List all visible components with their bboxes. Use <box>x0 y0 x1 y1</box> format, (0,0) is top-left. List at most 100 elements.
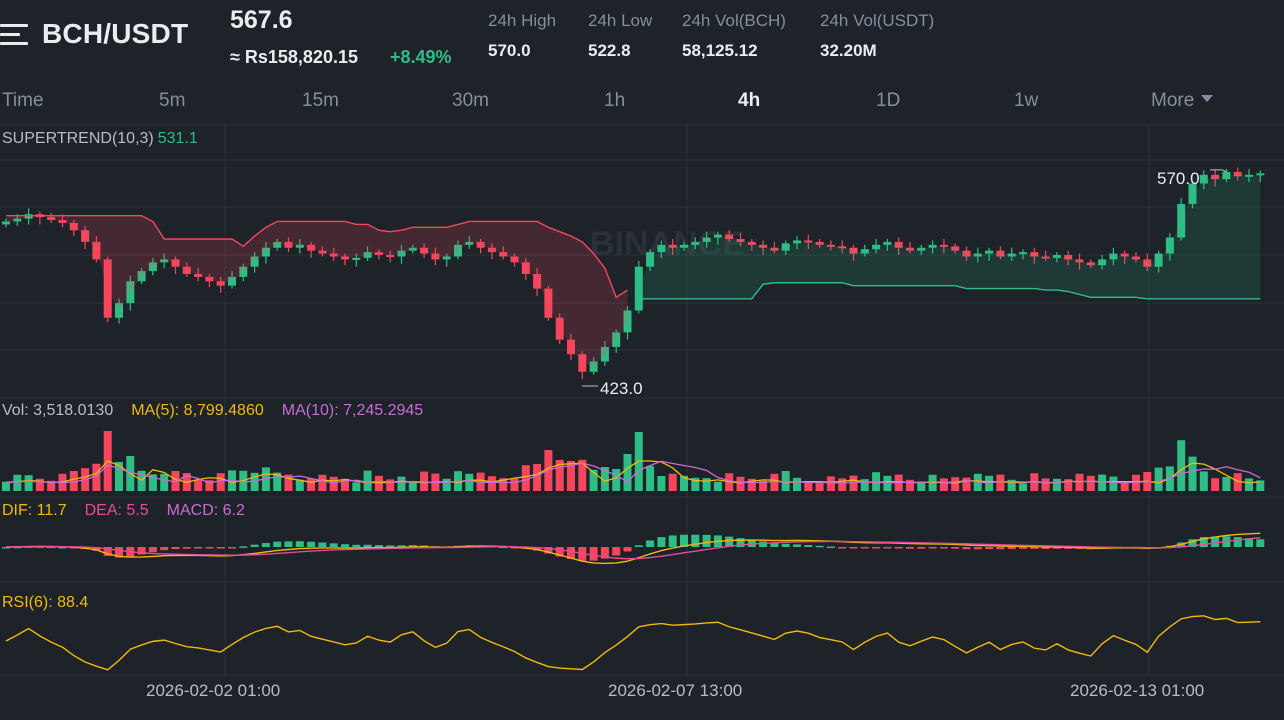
volume-bar <box>906 479 914 491</box>
candle-body <box>47 217 56 221</box>
macd-legend: DIF: 11.7 DEA: 5.5 MACD: 6.2 <box>2 502 263 520</box>
volume-bar <box>826 476 835 491</box>
stat-value: 522.8 <box>588 41 631 60</box>
candle-body <box>1222 171 1231 180</box>
candle-body <box>510 256 519 263</box>
candle-body <box>996 250 1005 257</box>
low-callout: 423.0 <box>600 379 643 398</box>
volume-bar <box>171 471 180 491</box>
macd-histogram-bar <box>1199 537 1208 547</box>
supertrend-line-up <box>638 282 1261 300</box>
macd-histogram-bar <box>600 547 609 559</box>
macd-histogram-bar <box>341 544 349 547</box>
tab-5m[interactable]: 5m <box>159 90 186 111</box>
candle-body <box>205 276 214 282</box>
candle-body <box>465 241 474 245</box>
macd-histogram-bar <box>1007 547 1016 550</box>
candle-body <box>1256 173 1265 176</box>
macd-histogram-bar <box>826 546 835 549</box>
tab-15m[interactable]: 15m <box>302 90 339 111</box>
candle-body <box>261 247 270 257</box>
candle-body <box>115 303 123 318</box>
tab-1w[interactable]: 1w <box>1014 90 1039 111</box>
rsi-legend: RSI(6): 88.4 <box>2 594 106 612</box>
binance-watermark: BINANCE <box>590 225 745 263</box>
ticker-header: BCH/USDT 567.6 ≈ Rs158,820.15 +8.49% 24h… <box>0 0 1284 80</box>
candle-body <box>171 259 180 267</box>
tab-30m[interactable]: 30m <box>452 90 489 111</box>
tab-4h[interactable]: 4h <box>738 90 761 111</box>
candle-body <box>781 243 790 251</box>
macd-histogram-bar <box>363 544 372 547</box>
high-callout: 570.0 <box>1157 169 1200 188</box>
candle-body <box>736 238 745 242</box>
macd-histogram-bar <box>307 541 316 547</box>
macd-histogram-bar <box>374 545 383 547</box>
candle-body <box>567 339 575 355</box>
macd-histogram-bar <box>194 547 203 549</box>
volume-bar <box>1064 479 1073 491</box>
macd-histogram-bar <box>1211 536 1220 547</box>
menu-icon[interactable] <box>0 24 28 46</box>
volume-bar <box>713 481 722 491</box>
volume-bar <box>273 472 282 491</box>
candle-body <box>397 250 406 257</box>
volume-bar <box>92 463 101 491</box>
candle-body <box>148 262 157 272</box>
candle-body <box>725 234 734 239</box>
volume-bar <box>35 478 44 491</box>
candle-body <box>612 332 621 347</box>
candle-body <box>815 241 824 245</box>
tab-1h[interactable]: 1h <box>604 90 626 111</box>
candle-body <box>894 241 903 248</box>
tab-1d[interactable]: 1D <box>876 90 901 111</box>
volume-bar <box>397 476 406 491</box>
macd-histogram-bar <box>623 547 632 552</box>
volume-bar <box>1188 456 1197 491</box>
tab-time[interactable]: Time <box>2 90 44 111</box>
volume-bar <box>69 471 78 491</box>
volume-bar <box>1233 473 1242 491</box>
candle-body <box>713 234 722 238</box>
tab-more[interactable]: More <box>1151 90 1214 112</box>
volume-bar <box>386 479 395 491</box>
candle-body <box>578 354 587 372</box>
candle-body <box>804 240 813 243</box>
volume-bar <box>702 478 711 491</box>
volume-bar <box>363 470 372 491</box>
candle-body <box>182 266 191 274</box>
macd-histogram-bar <box>804 545 813 547</box>
macd-histogram-bar <box>533 547 542 551</box>
candle-body <box>1075 259 1084 263</box>
volume-bar <box>578 459 587 491</box>
volume-bar <box>352 482 361 491</box>
candle-body <box>1086 262 1095 266</box>
candle-body <box>1019 252 1027 255</box>
volume-bar <box>1256 480 1265 491</box>
volume-bar <box>408 481 417 491</box>
candle-body <box>194 274 203 277</box>
macd-dif: DIF: 11.7 <box>2 502 67 519</box>
volume-bar <box>160 473 169 491</box>
volume-bar <box>442 478 451 491</box>
supertrend-fill-down <box>6 215 628 367</box>
candle-body <box>521 262 530 274</box>
trading-pair[interactable]: BCH/USDT <box>42 18 189 49</box>
candle-body <box>329 253 338 257</box>
volume-bar <box>1245 478 1253 491</box>
volume-bar <box>1019 483 1027 491</box>
supertrend-fill-up <box>638 174 1261 299</box>
stat-value: 570.0 <box>488 41 531 60</box>
volume-bar <box>115 462 123 491</box>
supertrend-legend: SUPERTREND(10,3) 531.1 <box>2 130 216 148</box>
macd-histogram-bar <box>318 542 327 547</box>
macd-histogram-bar <box>634 545 643 547</box>
candle-body <box>239 266 248 277</box>
candle-body <box>770 247 779 251</box>
macd-histogram-bar <box>182 547 191 549</box>
volume-bar <box>668 473 677 491</box>
candle-body <box>454 244 462 257</box>
candle-body <box>589 361 598 372</box>
supertrend-value: 531.1 <box>157 130 198 147</box>
